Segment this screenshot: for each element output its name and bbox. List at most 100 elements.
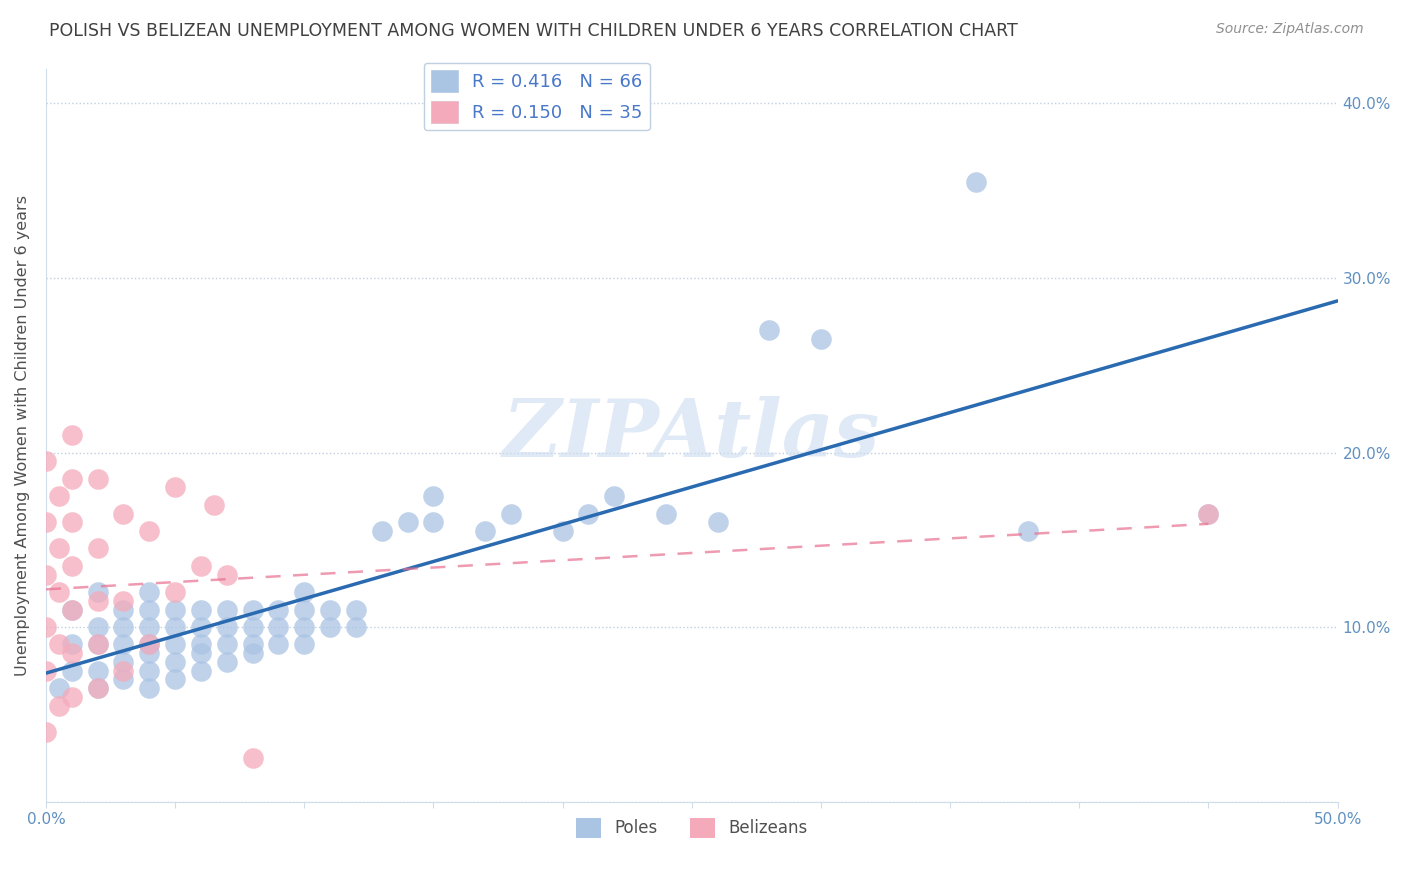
Point <box>242 638 264 652</box>
Point <box>267 602 290 616</box>
Point <box>319 620 342 634</box>
Point <box>35 516 58 530</box>
Point <box>292 585 315 599</box>
Point <box>60 638 83 652</box>
Point <box>319 602 342 616</box>
Point <box>86 681 108 695</box>
Point <box>1017 524 1039 538</box>
Point <box>165 620 187 634</box>
Point <box>48 541 70 556</box>
Point <box>190 664 212 678</box>
Point <box>86 620 108 634</box>
Point <box>242 751 264 765</box>
Point <box>112 673 135 687</box>
Point <box>86 638 108 652</box>
Y-axis label: Unemployment Among Women with Children Under 6 years: Unemployment Among Women with Children U… <box>15 194 30 675</box>
Point <box>190 638 212 652</box>
Point <box>165 638 187 652</box>
Point <box>138 620 160 634</box>
Text: POLISH VS BELIZEAN UNEMPLOYMENT AMONG WOMEN WITH CHILDREN UNDER 6 YEARS CORRELAT: POLISH VS BELIZEAN UNEMPLOYMENT AMONG WO… <box>49 22 1018 40</box>
Point <box>499 507 522 521</box>
Point <box>165 585 187 599</box>
Point <box>551 524 574 538</box>
Point <box>48 489 70 503</box>
Point <box>292 620 315 634</box>
Point <box>758 323 780 337</box>
Point <box>474 524 496 538</box>
Point <box>60 558 83 573</box>
Point <box>396 516 419 530</box>
Point <box>190 558 212 573</box>
Point <box>1198 507 1220 521</box>
Point <box>48 681 70 695</box>
Point <box>60 664 83 678</box>
Point <box>35 620 58 634</box>
Point <box>422 489 444 503</box>
Point <box>86 681 108 695</box>
Point <box>1198 507 1220 521</box>
Point <box>35 454 58 468</box>
Point <box>138 585 160 599</box>
Point <box>190 620 212 634</box>
Text: ZIPAtlas: ZIPAtlas <box>503 396 880 474</box>
Point <box>112 655 135 669</box>
Text: Source: ZipAtlas.com: Source: ZipAtlas.com <box>1216 22 1364 37</box>
Point <box>86 585 108 599</box>
Point <box>86 594 108 608</box>
Point <box>292 638 315 652</box>
Point <box>112 602 135 616</box>
Point <box>190 602 212 616</box>
Point <box>86 664 108 678</box>
Point <box>267 620 290 634</box>
Point <box>706 516 728 530</box>
Point <box>190 646 212 660</box>
Point <box>165 602 187 616</box>
Point <box>35 724 58 739</box>
Point <box>48 698 70 713</box>
Point <box>60 602 83 616</box>
Point <box>138 681 160 695</box>
Point <box>292 602 315 616</box>
Point <box>215 620 238 634</box>
Point <box>165 655 187 669</box>
Point <box>112 620 135 634</box>
Point <box>215 602 238 616</box>
Point <box>86 638 108 652</box>
Point <box>215 567 238 582</box>
Point <box>138 602 160 616</box>
Point <box>202 498 225 512</box>
Point <box>86 541 108 556</box>
Point <box>86 472 108 486</box>
Point <box>138 664 160 678</box>
Point <box>112 638 135 652</box>
Point <box>60 690 83 704</box>
Point <box>215 638 238 652</box>
Point <box>48 585 70 599</box>
Point <box>603 489 626 503</box>
Point <box>267 638 290 652</box>
Point <box>965 175 987 189</box>
Point <box>655 507 678 521</box>
Point <box>60 516 83 530</box>
Point <box>242 602 264 616</box>
Point <box>60 602 83 616</box>
Point <box>35 664 58 678</box>
Point <box>242 620 264 634</box>
Point <box>344 602 367 616</box>
Point <box>138 646 160 660</box>
Point <box>578 507 600 521</box>
Point <box>112 507 135 521</box>
Point <box>138 638 160 652</box>
Point <box>344 620 367 634</box>
Point <box>215 655 238 669</box>
Point <box>371 524 394 538</box>
Point <box>60 472 83 486</box>
Point <box>60 646 83 660</box>
Point <box>422 516 444 530</box>
Point <box>35 567 58 582</box>
Legend: Poles, Belizeans: Poles, Belizeans <box>569 811 814 845</box>
Point <box>60 428 83 442</box>
Point <box>112 664 135 678</box>
Point <box>138 638 160 652</box>
Point <box>138 524 160 538</box>
